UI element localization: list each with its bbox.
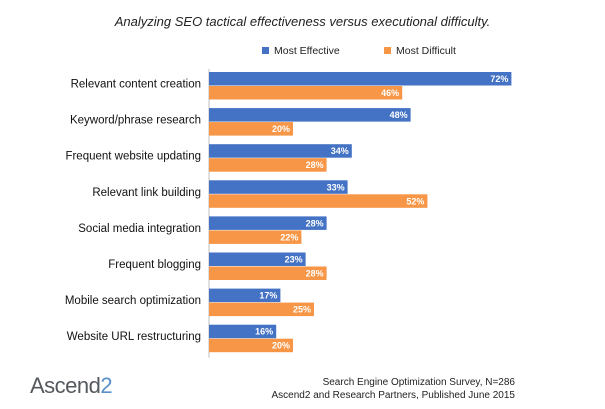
category-label-mobile-search-optimization: Mobile search optimization xyxy=(65,295,201,307)
category-label-relevant-link-building: Relevant link building xyxy=(92,187,201,199)
chart-title: Analyzing SEO tactical effectiveness ver… xyxy=(114,14,491,29)
bar-most-difficult-website-url-restructuring xyxy=(209,338,293,353)
bar-most-effective-frequent-website-updating xyxy=(209,144,352,158)
data-label-most-effective-frequent-blogging: 23% xyxy=(285,255,303,265)
footer-line-publisher: Ascend2 and Research Partners, Published… xyxy=(271,390,516,401)
data-label-most-effective-mobile-search-optimization: 17% xyxy=(259,291,277,301)
footer-line-survey: Search Engine Optimization Survey, N=286 xyxy=(322,377,515,388)
legend-swatch-most-effective xyxy=(262,47,269,54)
bar-most-difficult-mobile-search-optimization xyxy=(209,302,314,317)
legend-label-most-difficult: Most Difficult xyxy=(396,45,456,57)
legend-swatch-most-difficult xyxy=(384,47,391,54)
ascend2-logo: Ascend2 xyxy=(30,373,113,399)
bar-most-effective-relevant-content-creation xyxy=(209,72,512,86)
category-label-social-media-integration: Social media integration xyxy=(78,223,201,235)
data-label-most-effective-social-media-integration: 28% xyxy=(306,218,324,228)
category-label-keyword-phrase-research: Keyword/phrase research xyxy=(70,115,201,127)
category-label-frequent-blogging: Frequent blogging xyxy=(108,259,201,271)
data-label-most-effective-relevant-link-building: 33% xyxy=(327,182,345,192)
bar-most-effective-social-media-integration xyxy=(209,216,327,230)
bar-most-effective-website-url-restructuring xyxy=(209,324,277,339)
data-label-most-effective-website-url-restructuring: 16% xyxy=(255,327,273,337)
category-label-relevant-content-creation: Relevant content creation xyxy=(71,79,201,91)
data-label-most-effective-relevant-content-creation: 72% xyxy=(490,74,508,84)
logo-text: Ascend xyxy=(30,373,101,398)
bar-most-difficult-frequent-blogging xyxy=(209,266,327,280)
data-label-most-difficult-social-media-integration: 22% xyxy=(280,232,298,242)
data-label-most-difficult-relevant-content-creation: 46% xyxy=(381,88,399,98)
legend-item-most-effective: Most Effective xyxy=(262,45,340,57)
category-label-website-url-restructuring: Website URL restructuring xyxy=(67,331,201,343)
data-label-most-difficult-relevant-link-building: 52% xyxy=(406,196,424,206)
bar-most-difficult-relevant-content-creation xyxy=(209,86,403,100)
bar-most-difficult-keyword-phrase-research xyxy=(209,122,293,136)
data-label-most-effective-frequent-website-updating: 34% xyxy=(331,146,349,156)
data-label-most-difficult-keyword-phrase-research: 20% xyxy=(272,124,290,134)
data-label-most-difficult-frequent-website-updating: 28% xyxy=(306,160,324,170)
logo-accent: 2 xyxy=(100,373,113,398)
footer-source: Search Engine Optimization Survey, N=286… xyxy=(272,376,516,402)
bar-most-effective-keyword-phrase-research xyxy=(209,108,411,122)
legend-label-most-effective: Most Effective xyxy=(274,45,340,57)
bar-most-difficult-relevant-link-building xyxy=(209,194,428,208)
data-label-most-effective-keyword-phrase-research: 48% xyxy=(390,110,408,120)
bar-most-difficult-social-media-integration xyxy=(209,230,302,244)
category-label-frequent-website-updating: Frequent website updating xyxy=(65,151,201,163)
bar-most-effective-relevant-link-building xyxy=(209,180,348,194)
bar-most-difficult-frequent-website-updating xyxy=(209,158,327,172)
data-label-most-difficult-mobile-search-optimization: 25% xyxy=(293,305,311,315)
data-label-most-difficult-website-url-restructuring: 20% xyxy=(272,341,290,351)
bar-most-effective-frequent-blogging xyxy=(209,252,306,266)
bar-most-effective-mobile-search-optimization xyxy=(209,288,281,303)
legend-item-most-difficult: Most Difficult xyxy=(384,45,456,57)
data-label-most-difficult-frequent-blogging: 28% xyxy=(306,269,324,279)
